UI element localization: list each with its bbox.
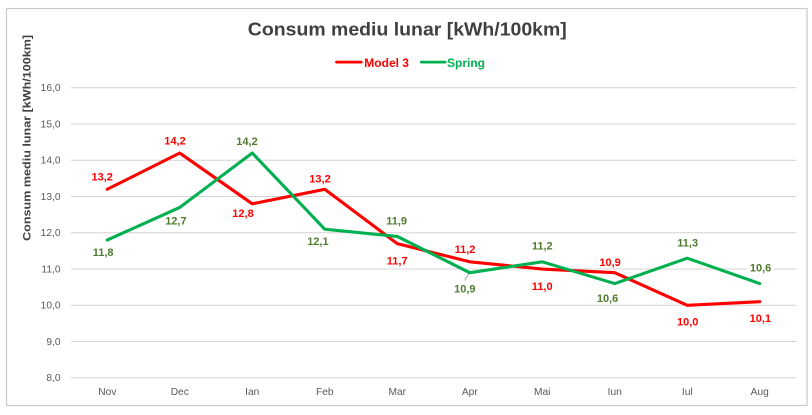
svg-text:Consum mediu lunar [kWh/100km]: Consum mediu lunar [kWh/100km] (22, 35, 34, 241)
svg-text:14,2: 14,2 (236, 136, 257, 148)
svg-text:11,8: 11,8 (93, 247, 114, 259)
svg-text:10,0: 10,0 (41, 301, 61, 312)
svg-text:13,2: 13,2 (91, 171, 112, 183)
svg-text:14,0: 14,0 (41, 156, 61, 167)
svg-text:8,0: 8,0 (46, 373, 60, 384)
svg-text:16,0: 16,0 (41, 83, 61, 94)
svg-text:Consum mediu lunar [kWh/100km]: Consum mediu lunar [kWh/100km] (248, 19, 567, 40)
svg-text:14,2: 14,2 (164, 136, 185, 148)
svg-text:12,8: 12,8 (232, 208, 253, 220)
svg-text:11,0: 11,0 (532, 281, 553, 293)
svg-text:Nov: Nov (98, 387, 117, 398)
svg-text:12,0: 12,0 (41, 228, 61, 239)
svg-text:13,0: 13,0 (41, 192, 61, 203)
svg-text:9,0: 9,0 (46, 337, 60, 348)
svg-text:10,0: 10,0 (677, 317, 698, 329)
svg-text:11,2: 11,2 (455, 244, 476, 256)
svg-text:10,6: 10,6 (750, 263, 771, 275)
svg-text:10,1: 10,1 (750, 313, 771, 325)
svg-text:Aug: Aug (751, 387, 769, 398)
svg-text:Dec: Dec (171, 387, 189, 398)
svg-text:11,3: 11,3 (677, 238, 698, 250)
svg-text:Iul: Iul (682, 387, 693, 398)
svg-text:Feb: Feb (316, 387, 334, 398)
svg-text:10,6: 10,6 (597, 293, 618, 305)
svg-text:Spring: Spring (447, 56, 485, 70)
svg-text:11,7: 11,7 (387, 255, 408, 267)
svg-text:11,2: 11,2 (532, 240, 553, 252)
svg-text:Apr: Apr (462, 387, 478, 398)
svg-text:15,0: 15,0 (41, 119, 61, 130)
svg-text:Mar: Mar (388, 387, 406, 398)
svg-text:12,7: 12,7 (165, 216, 186, 228)
svg-text:Iun: Iun (608, 387, 622, 398)
svg-text:12,1: 12,1 (307, 236, 328, 248)
svg-text:Mai: Mai (534, 387, 550, 398)
svg-text:Ian: Ian (245, 387, 259, 398)
svg-text:Model 3: Model 3 (364, 56, 409, 70)
svg-text:10,9: 10,9 (599, 257, 620, 269)
svg-text:13,2: 13,2 (309, 173, 330, 185)
svg-text:10,9: 10,9 (454, 283, 475, 295)
svg-text:11,0: 11,0 (41, 264, 60, 275)
svg-text:11,9: 11,9 (386, 215, 407, 227)
